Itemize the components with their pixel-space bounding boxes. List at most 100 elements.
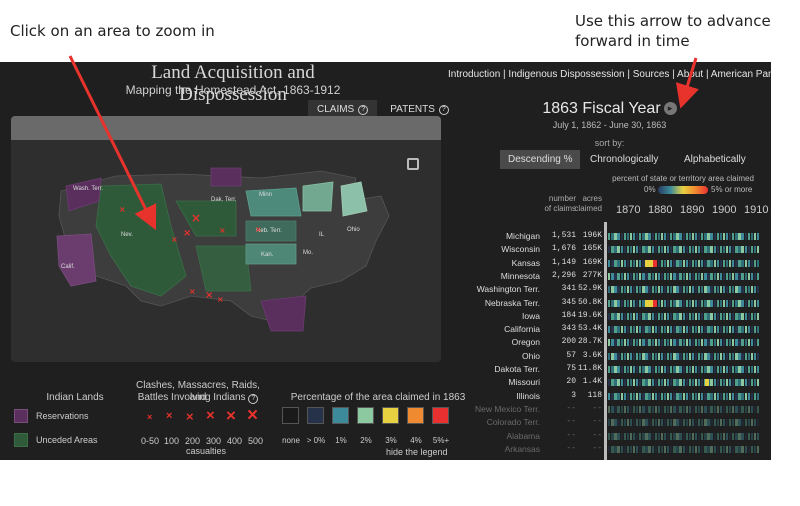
timeline-strip[interactable] (605, 259, 760, 267)
clash-marker[interactable]: × (191, 211, 201, 225)
top-navigation[interactable]: Introduction | Indigenous Dispossession … (448, 69, 771, 80)
next-year-arrow-icon[interactable]: ▸ (663, 102, 677, 115)
timeline-strip[interactable] (605, 312, 760, 320)
state-iowa[interactable] (245, 220, 297, 242)
clash-scale-label: 400 (227, 436, 243, 446)
reservation-north[interactable] (210, 167, 242, 187)
timeline-strip[interactable] (605, 352, 760, 360)
timeline-strip[interactable] (605, 339, 760, 347)
table-row[interactable]: Kansas 1,149 169K (448, 257, 771, 270)
clash-marker[interactable]: × (255, 225, 262, 234)
acres-claimed: 50.8K (577, 297, 602, 307)
help-icon[interactable]: ? (438, 104, 449, 115)
clash-scale-label: 0-50 (141, 436, 160, 446)
timeline-strip[interactable] (605, 286, 760, 294)
table-row[interactable]: Colorado Terr. -- -- (448, 416, 771, 429)
clash-marker[interactable]: × (183, 228, 191, 239)
unceded-area-central[interactable] (175, 200, 237, 237)
timeline-strip[interactable] (605, 233, 760, 240)
clash-scale-mark: × (226, 406, 236, 425)
timeline-strip[interactable] (605, 419, 760, 427)
map-header-bar (11, 116, 441, 140)
table-row[interactable]: Dakota Terr. 75 11.8K (448, 363, 771, 376)
claims-count: -- (566, 430, 576, 440)
table-row[interactable]: Minnesota 2,296 277K (448, 270, 771, 283)
timeline-strip[interactable] (605, 432, 760, 440)
timeline-strip[interactable] (605, 272, 760, 280)
table-row[interactable]: New Mexico Terr. -- -- (448, 403, 771, 416)
sort-descending-button[interactable]: Descending % (500, 150, 581, 169)
acres-claimed: -- (592, 430, 602, 440)
clash-marker[interactable]: × (217, 295, 224, 304)
state-minnesota[interactable] (245, 187, 302, 217)
pct-label: > 0% (306, 436, 326, 445)
fiscal-year-label: 1863 Fiscal Year (542, 100, 661, 117)
state-michigan[interactable] (340, 181, 368, 217)
fullscreen-icon[interactable] (407, 158, 419, 170)
state-name: Arkansas (504, 443, 540, 454)
pct-swatch-3 (382, 407, 399, 424)
label-il: IL (319, 232, 325, 238)
col-claims-line1: number (548, 194, 576, 203)
col-acres-line1: acres (582, 194, 602, 203)
table-row[interactable]: Missouri 20 1.4K (448, 376, 771, 389)
state-name: Michigan (505, 231, 540, 241)
table-row[interactable]: Oregon 200 28.7K (448, 336, 771, 349)
table-row[interactable]: Wisconsin 1,676 165K (448, 243, 771, 256)
state-wisconsin[interactable] (302, 181, 334, 212)
clash-marker[interactable]: × (219, 226, 226, 235)
clash-marker[interactable]: × (119, 205, 126, 214)
table-row[interactable]: Arkansas -- -- (448, 443, 771, 456)
sort-alphabetical-button[interactable]: Alphabetically (684, 154, 746, 165)
table-row[interactable]: Illinois 3 118 (448, 390, 771, 403)
table-row[interactable]: Michigan 1,531 196K (448, 230, 771, 243)
pct-label: 5%+ (432, 436, 450, 445)
reservation-texas[interactable] (260, 295, 307, 332)
reservation-northwest[interactable] (65, 177, 102, 212)
clash-markers[interactable]: × × × × × × × × × (119, 205, 262, 304)
page-subtitle: Mapping the Homestead Act, 1863-1912 (125, 83, 341, 97)
help-icon[interactable]: ? (248, 394, 259, 404)
map[interactable]: Wash. Terr. Dak. Terr. Minn Neb. Terr. K… (11, 116, 441, 362)
sort-chronological-button[interactable]: Chronologically (590, 154, 659, 165)
label-calif: Calif. (61, 264, 75, 270)
acres-claimed: 196K (582, 231, 602, 240)
table-row[interactable]: Nebraska Terr. 345 50.8K (448, 297, 771, 310)
clash-marker[interactable]: × (205, 290, 213, 301)
table-row[interactable]: Iowa 184 19.6K (448, 310, 771, 323)
col-acres-line2: claimed (574, 204, 602, 213)
hide-legend-link[interactable]: hide the legend (386, 447, 448, 457)
table-row[interactable]: Washington Terr. 341 52.9K (448, 283, 771, 296)
tab-patents[interactable]: PATENTS? (381, 100, 458, 119)
unceded-area-southwest[interactable] (195, 245, 252, 292)
claims-count: 75 (566, 364, 576, 373)
timeline-strip[interactable] (605, 379, 760, 387)
label-dak-terr: Dak. Terr. (211, 197, 237, 203)
tab-claims[interactable]: CLAIMS? (308, 100, 378, 119)
table-row[interactable]: California 343 53.4K (448, 323, 771, 336)
unceded-area-west[interactable] (95, 183, 187, 297)
clash-marker[interactable]: × (189, 287, 196, 296)
state-name: Illinois (516, 390, 540, 401)
timeline-strip[interactable] (605, 246, 760, 254)
table-row[interactable]: Alabama -- -- (448, 430, 771, 443)
timeline-strip[interactable] (605, 405, 760, 413)
help-icon[interactable]: ? (358, 104, 369, 115)
label-neb-terr: Neb. Terr. (256, 228, 282, 234)
timeline-cursor[interactable] (604, 222, 607, 460)
acres-claimed: 165K (582, 244, 602, 254)
state-california[interactable] (56, 233, 97, 287)
state-kansas[interactable] (245, 243, 297, 265)
timeline-strip[interactable] (605, 392, 760, 400)
clash-marker[interactable]: × (171, 235, 178, 244)
pct-swatch-5 (432, 407, 449, 424)
claims-count: 341 (561, 284, 576, 294)
timeline-strip[interactable] (605, 326, 760, 334)
table-row[interactable]: Ohio 57 3.6K (448, 350, 771, 363)
fiscal-year-heading: 1863 Fiscal Year ▸ (448, 100, 771, 118)
timeline-strip[interactable] (605, 445, 760, 453)
tab-claims-label: CLAIMS (317, 104, 355, 115)
state-name: Washington Terr. (476, 284, 540, 295)
timeline-strip[interactable] (605, 366, 760, 373)
timeline-strip[interactable] (605, 299, 760, 307)
